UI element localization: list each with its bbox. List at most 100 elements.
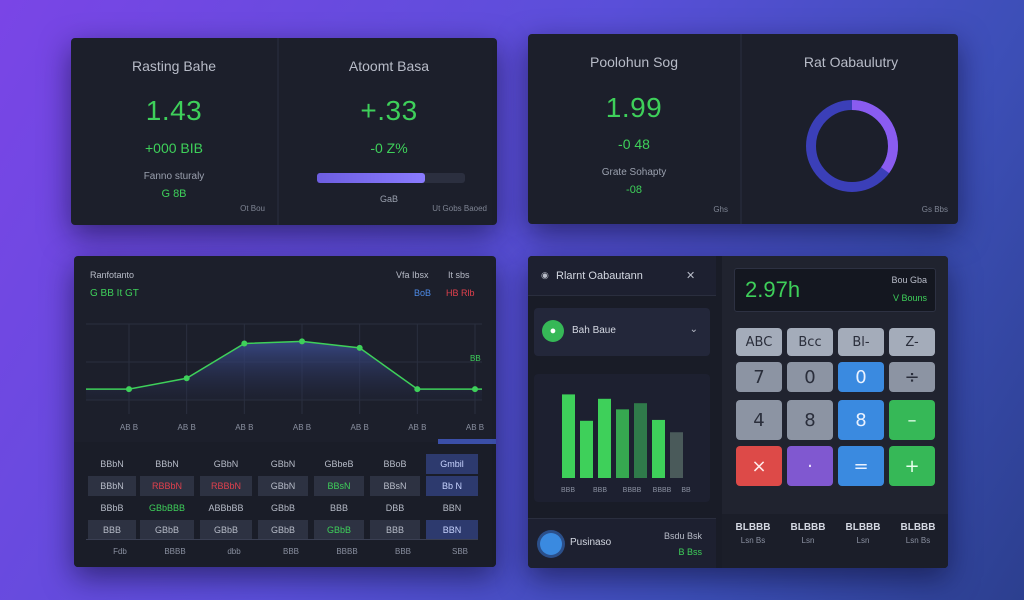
key-minus[interactable]: – [889,400,935,440]
key-0b[interactable]: 0 [838,362,884,392]
table-cell: ABBbBB [208,503,244,513]
stat-footer: Ghs [713,205,728,214]
legend-b-sub: HB Rlb [446,288,475,298]
calc-bottom-top: BLBBB [900,522,936,533]
key-0a[interactable]: 0 [787,362,833,392]
table-footer-cell: BBBB [164,547,186,556]
area-chart: AB B AB B AB B AB B AB B AB B AB B [86,323,484,432]
calc-display-right-top: Bou Gba [891,275,927,285]
card-rating-right: Atoomt Basa +.33 -0 Z% GaB Ut Gobs Baoed [281,38,497,225]
stat-footer: Ut Gobs Baoed [432,204,487,213]
calc-display-right-bottom: V Bouns [892,293,927,303]
x-tick-label: AB B [293,423,311,432]
footer-item-label: Pusinaso [570,537,612,548]
donut-chart [806,100,898,192]
key-divide[interactable]: ÷ [889,362,935,392]
table-footer-cell: BBB [394,547,411,556]
key-z[interactable]: Z- [889,328,935,356]
table-cell: GBbN [213,459,239,469]
bar-x-label: BBB [561,487,575,494]
x-tick-label: AB B [235,423,253,432]
footer-item[interactable]: Pusinaso Bsdu Bsk B Bss [528,518,716,568]
stat-value: +.33 [360,95,418,126]
calc-display: 2.97h Bou Gba V Bouns [734,268,936,312]
table-cell: GBbBBB [148,503,186,513]
donut-arc [806,100,898,192]
area-fill [86,341,482,400]
chevron-down-icon: ⌄ [689,324,698,335]
table-cell: GBbB [140,520,194,540]
table-cell: GBbeB [324,459,354,469]
key-multiply[interactable]: × [736,446,782,486]
calc-bottom-top: BLBBB [790,522,826,533]
calc-bottom-item: BLBBB Lsn Bs [891,522,945,545]
calc-bottom-top: BLBBB [735,522,771,533]
table-footer-cell: Fdb [113,547,127,556]
calc-dropdown[interactable]: ● Bah Baue ⌄ [534,308,710,356]
card-production-left: Poolohun Sog 1.99 -0 48 Grate Sohapty -0… [528,34,742,224]
table-cell: GBbB [270,503,295,513]
stat-value: 1.99 [605,92,663,123]
key-bl[interactable]: Bl- [838,328,884,356]
key-4[interactable]: 4 [736,400,782,440]
stat-sub-label: Grate Sohapty [601,167,667,178]
calc-bottom-labels: BLBBB Lsn Bs BLBBB Lsn BLBBB Lsn BLBBB Lsn Bs [722,514,948,568]
bar-x-label: BBBB [623,487,642,494]
key-8b[interactable]: 8 [838,400,884,440]
table-cell: BBB [370,520,420,540]
footer-item-value-top: Bsdu Bsk [663,531,702,541]
stat-sub-label: Fanno sturaly [143,171,205,182]
bar [670,432,683,478]
bar [634,403,647,478]
card-rating: Rasting Bahe 1.43 +000 BIB Fanno sturaly… [71,38,497,225]
dropdown-icon: ● [542,320,564,342]
key-plus[interactable]: + [889,446,935,486]
table-section: BBbN BBbN GBbN GBbN GBbeB BBoB Gmbil BBbN RBBbN R… [74,439,496,567]
table-cell: RBBbN [200,476,252,496]
key-equals[interactable]: = [838,446,884,486]
key-abc[interactable]: ABC [736,328,782,356]
stat-change: -0 Z% [370,140,408,156]
close-icon[interactable]: ✕ [686,270,696,282]
bar [616,409,629,478]
table-cell: Bb N [426,476,478,496]
trend-subtitle: G BB It GT [90,288,139,299]
key-7[interactable]: 7 [736,362,782,392]
stat-sub-value: G 8B [161,188,187,200]
data-point [472,386,478,393]
table-cell: BBB [329,503,348,513]
calc-bottom-sub: Lsn [856,536,870,545]
table-cell: BBoB [383,459,407,469]
calc-bottom-item: BLBBB Lsn [781,522,835,545]
table-cell: BBbN [155,459,179,469]
stat-footer: Gs Bbs [921,205,948,214]
table-cell: BBsN [370,476,420,496]
calc-bottom-item: BLBBB Lsn [836,522,890,545]
table-footer-cell: SBB [451,547,468,556]
app-icon: ◉ [541,270,549,280]
stat-title: Atoomt Basa [348,58,430,74]
key-bcc[interactable]: Bcc [787,328,833,356]
x-tick-label: AB B [466,423,484,432]
dropdown-label: Bah Baue [572,325,616,336]
bar-chart-panel: BBB BBB BBBB BBBB BB [534,374,710,502]
table-cell: BBbB [100,503,124,513]
card-production-right: Rat Oabaulutry Gs Bbs [744,34,958,224]
table-cell: DBB [385,503,405,513]
card-rating-left: Rasting Bahe 1.43 +000 BIB Fanno sturaly… [71,38,279,225]
table-cell: GBbB [200,520,252,540]
key-8a[interactable]: 8 [787,400,833,440]
table-cell: GBbB [258,520,308,540]
table-cell: BBN [442,503,462,513]
key-dot[interactable]: · [787,446,833,486]
stat-change: +000 BIB [145,140,203,156]
table-footer-cell: BBBB [336,547,358,556]
user-icon [540,533,562,555]
trend-title: Ranfotanto [90,270,135,280]
bar-chart: BBB BBB BBBB BBBB BB [561,394,691,494]
chart-end-label: BB [470,354,481,363]
stat-title: Rasting Bahe [131,58,217,74]
progress-fill [317,173,426,183]
stat-title: Rat Oabaulutry [803,54,899,70]
table-cell: Gmbil [426,454,478,474]
